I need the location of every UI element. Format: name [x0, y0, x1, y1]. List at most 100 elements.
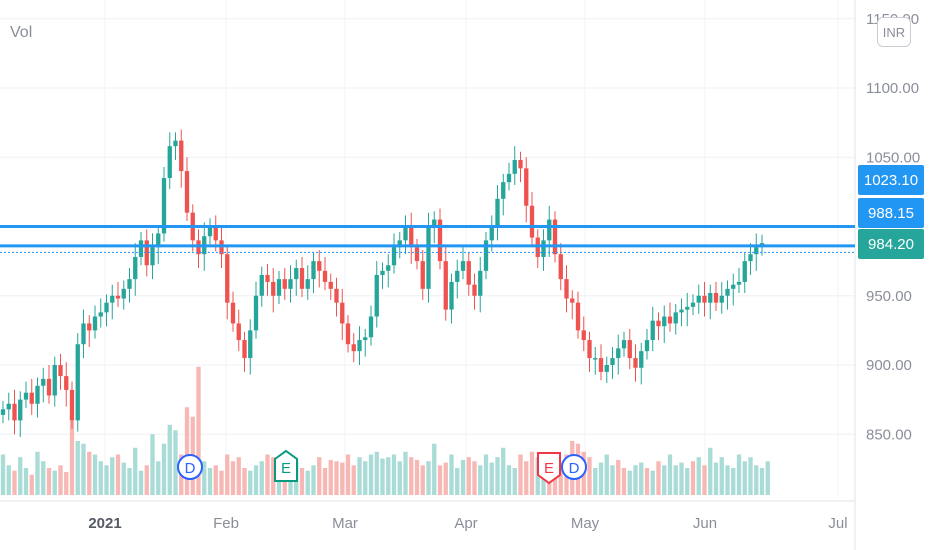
candle-body [23, 392, 29, 400]
volume-bar [41, 461, 46, 495]
candle-body [690, 302, 696, 307]
volume-bar [483, 454, 489, 495]
volume-bar [662, 465, 667, 495]
candle-body [317, 261, 322, 271]
candle-body [288, 279, 293, 289]
candle-body [156, 233, 161, 248]
candle-body [587, 340, 592, 359]
x-tick-label: Feb [213, 515, 239, 532]
candle-body [334, 288, 339, 303]
volume-bar [196, 366, 201, 495]
volume-bar [81, 443, 86, 495]
candle-body [75, 344, 80, 421]
candle-body [150, 247, 155, 266]
candle-body [621, 340, 627, 349]
volume-bar [184, 407, 190, 495]
volume-bar [368, 454, 374, 495]
candle-body [512, 160, 517, 174]
volume-bar [725, 465, 730, 495]
candle-body [713, 292, 719, 303]
candle-body [104, 302, 109, 313]
volume-bar [64, 472, 69, 495]
volume-bar [472, 461, 477, 495]
x-tick-label: Mar [332, 515, 358, 532]
x-tick-label: Apr [454, 515, 477, 532]
volume-bar [432, 443, 437, 495]
volume-bar [391, 454, 397, 495]
candle-body [673, 312, 678, 324]
volume-bar [690, 461, 696, 495]
volume-bar [311, 465, 316, 495]
y-tick-label: 950.00 [866, 288, 912, 305]
volume-bar [322, 468, 328, 495]
candle-body [506, 173, 512, 183]
candle-body [644, 340, 650, 352]
candle-body [0, 409, 6, 415]
volume-bar [644, 468, 650, 495]
volume-bar [58, 465, 63, 495]
candle-body [708, 292, 713, 303]
dividend-event-icon [177, 454, 203, 480]
candle-body [311, 261, 316, 280]
candle-body [299, 268, 305, 289]
volume-bar [265, 454, 270, 495]
candle-body [748, 254, 753, 262]
candle-body [466, 261, 471, 285]
volume-bar [386, 457, 391, 495]
volume-bar [150, 434, 155, 495]
volume-bar [742, 461, 747, 495]
candle-body [754, 247, 759, 255]
volume-bar [518, 454, 523, 495]
volume-bar [443, 462, 448, 495]
candle-body [259, 274, 264, 296]
event-marker-label: D [185, 460, 196, 477]
volume-bar [23, 468, 29, 495]
price-tag-988: 988.15 [858, 198, 924, 228]
price-tag-984: 984.20 [858, 229, 924, 259]
currency-unit-badge[interactable]: INR [877, 17, 911, 47]
volume-bar [420, 465, 425, 495]
volume-bar [593, 468, 598, 495]
candle-body [98, 312, 103, 317]
volume-bar [219, 470, 224, 495]
volume-bar [679, 462, 684, 495]
event-marker-label: E [544, 460, 554, 477]
volume-bar [92, 454, 98, 495]
candle-body [357, 340, 362, 352]
candle-body [460, 261, 466, 271]
candle-body [225, 254, 230, 303]
candle-body [409, 226, 414, 248]
volume-bar [104, 465, 109, 495]
volume-bar [133, 447, 138, 495]
candle-body [575, 302, 581, 331]
volume-bar [0, 454, 6, 495]
candle-body [58, 365, 63, 377]
candle-body [363, 337, 368, 341]
volume-bar [328, 459, 333, 495]
volume-bar [512, 468, 517, 495]
candle-body [248, 330, 253, 359]
volume-bar [173, 430, 178, 495]
candle-body [87, 323, 92, 331]
candle-body [437, 219, 443, 262]
volume-bar [230, 461, 236, 495]
volume-bar [558, 462, 563, 495]
volume-bar [75, 441, 80, 495]
volume-bar [719, 457, 724, 495]
volume-bar [35, 451, 40, 495]
candle-body [593, 358, 598, 360]
candle-body [598, 358, 604, 372]
candle-body [541, 240, 546, 257]
volume-bar [18, 457, 23, 495]
candle-body [12, 403, 17, 421]
candle-body [138, 240, 144, 257]
candle-body [495, 198, 500, 227]
volume-bar [225, 454, 230, 495]
volume-bar [156, 461, 161, 495]
candle-body [133, 256, 138, 280]
earnings-event-icon [537, 452, 561, 485]
volume-bar [305, 470, 310, 495]
candle-body [552, 219, 558, 255]
candle-body [230, 302, 236, 324]
